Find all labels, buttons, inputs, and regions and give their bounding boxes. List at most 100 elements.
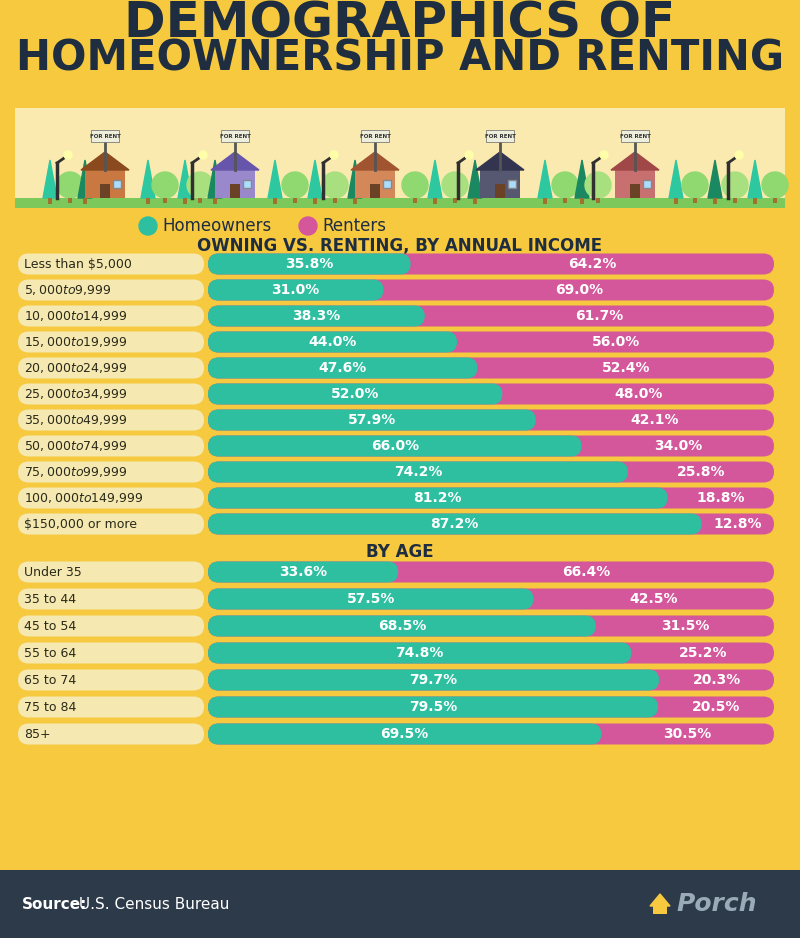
- Text: U.S. Census Bureau: U.S. Census Bureau: [74, 897, 230, 912]
- Text: Homeowners: Homeowners: [162, 217, 271, 235]
- Text: 75 to 84: 75 to 84: [24, 701, 76, 714]
- FancyBboxPatch shape: [580, 198, 584, 204]
- Text: 25.8%: 25.8%: [677, 465, 726, 479]
- FancyBboxPatch shape: [563, 198, 567, 203]
- FancyBboxPatch shape: [230, 184, 240, 198]
- FancyBboxPatch shape: [361, 130, 389, 142]
- Text: 64.2%: 64.2%: [568, 257, 617, 271]
- FancyBboxPatch shape: [208, 357, 478, 379]
- FancyBboxPatch shape: [208, 410, 536, 431]
- Text: 48.0%: 48.0%: [614, 387, 662, 401]
- Circle shape: [465, 151, 473, 159]
- Text: $35,000 to $49,999: $35,000 to $49,999: [24, 413, 127, 427]
- FancyBboxPatch shape: [713, 198, 717, 204]
- Text: 47.6%: 47.6%: [318, 361, 367, 375]
- Polygon shape: [708, 160, 722, 198]
- FancyBboxPatch shape: [18, 253, 204, 275]
- Text: 31.5%: 31.5%: [661, 619, 709, 633]
- Text: 38.3%: 38.3%: [292, 309, 341, 323]
- Circle shape: [282, 172, 308, 198]
- FancyBboxPatch shape: [674, 198, 678, 204]
- FancyBboxPatch shape: [15, 198, 785, 208]
- FancyBboxPatch shape: [473, 198, 477, 204]
- FancyBboxPatch shape: [208, 357, 774, 379]
- Polygon shape: [476, 152, 524, 170]
- Circle shape: [442, 172, 468, 198]
- FancyBboxPatch shape: [208, 513, 774, 535]
- Circle shape: [152, 172, 178, 198]
- Text: $20,000 to $24,999: $20,000 to $24,999: [24, 361, 127, 375]
- Text: FOR RENT: FOR RENT: [90, 133, 121, 139]
- Polygon shape: [468, 160, 482, 198]
- Circle shape: [322, 172, 348, 198]
- FancyBboxPatch shape: [693, 198, 697, 203]
- FancyBboxPatch shape: [18, 435, 204, 457]
- FancyBboxPatch shape: [85, 170, 125, 198]
- Circle shape: [722, 172, 748, 198]
- Text: 66.4%: 66.4%: [562, 565, 610, 579]
- Text: $150,000 or more: $150,000 or more: [24, 518, 137, 531]
- FancyBboxPatch shape: [208, 588, 774, 610]
- FancyBboxPatch shape: [433, 198, 437, 204]
- Text: $100,000 to $149,999: $100,000 to $149,999: [24, 491, 143, 505]
- Text: $15,000 to $19,999: $15,000 to $19,999: [24, 335, 127, 349]
- FancyBboxPatch shape: [208, 562, 774, 582]
- FancyBboxPatch shape: [15, 108, 785, 208]
- Polygon shape: [348, 160, 362, 198]
- FancyBboxPatch shape: [18, 670, 204, 690]
- FancyBboxPatch shape: [208, 670, 774, 690]
- Polygon shape: [268, 160, 282, 198]
- Text: 20.3%: 20.3%: [693, 673, 741, 687]
- Text: 85+: 85+: [24, 728, 50, 740]
- FancyBboxPatch shape: [630, 184, 640, 198]
- FancyBboxPatch shape: [383, 180, 391, 188]
- FancyBboxPatch shape: [208, 253, 410, 275]
- Circle shape: [552, 172, 578, 198]
- Text: 52.4%: 52.4%: [602, 361, 650, 375]
- FancyBboxPatch shape: [18, 357, 204, 379]
- Text: $50,000 to $74,999: $50,000 to $74,999: [24, 439, 127, 453]
- Circle shape: [402, 172, 428, 198]
- Polygon shape: [308, 160, 322, 198]
- Polygon shape: [669, 160, 683, 198]
- Text: Under 35: Under 35: [24, 566, 82, 579]
- FancyBboxPatch shape: [163, 198, 167, 203]
- Text: 52.0%: 52.0%: [331, 387, 379, 401]
- Text: 79.5%: 79.5%: [409, 700, 457, 714]
- FancyBboxPatch shape: [208, 697, 658, 718]
- FancyBboxPatch shape: [773, 198, 777, 203]
- Text: FOR RENT: FOR RENT: [359, 133, 390, 139]
- Text: Renters: Renters: [322, 217, 386, 235]
- FancyBboxPatch shape: [146, 198, 150, 204]
- FancyBboxPatch shape: [208, 723, 774, 745]
- Circle shape: [64, 151, 72, 159]
- Text: Porch: Porch: [676, 892, 757, 916]
- Text: 20.5%: 20.5%: [692, 700, 740, 714]
- Text: 42.1%: 42.1%: [630, 413, 679, 427]
- FancyBboxPatch shape: [208, 670, 659, 690]
- Text: Less than $5,000: Less than $5,000: [24, 258, 132, 270]
- FancyBboxPatch shape: [100, 184, 110, 198]
- FancyBboxPatch shape: [643, 180, 651, 188]
- FancyBboxPatch shape: [293, 198, 297, 203]
- Text: Source:: Source:: [22, 897, 87, 912]
- FancyBboxPatch shape: [208, 306, 425, 326]
- Polygon shape: [81, 152, 129, 170]
- Polygon shape: [141, 160, 155, 198]
- FancyBboxPatch shape: [18, 384, 204, 404]
- FancyBboxPatch shape: [208, 253, 774, 275]
- Text: BY AGE: BY AGE: [366, 543, 434, 561]
- FancyBboxPatch shape: [208, 723, 602, 745]
- FancyBboxPatch shape: [333, 198, 337, 203]
- FancyBboxPatch shape: [653, 906, 667, 914]
- FancyBboxPatch shape: [208, 435, 774, 457]
- Circle shape: [199, 151, 207, 159]
- FancyBboxPatch shape: [486, 130, 514, 142]
- Text: 69.0%: 69.0%: [554, 283, 602, 297]
- Circle shape: [735, 151, 743, 159]
- Text: 33.6%: 33.6%: [279, 565, 327, 579]
- FancyBboxPatch shape: [453, 198, 457, 203]
- FancyBboxPatch shape: [753, 198, 757, 204]
- Text: 55 to 64: 55 to 64: [24, 646, 76, 659]
- Text: 57.9%: 57.9%: [348, 413, 396, 427]
